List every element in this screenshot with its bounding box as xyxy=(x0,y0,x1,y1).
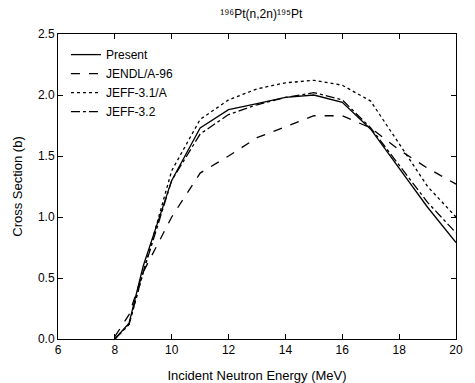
svg-text:0.5: 0.5 xyxy=(38,271,55,285)
svg-text:18: 18 xyxy=(392,343,406,357)
svg-text:Cross Section (b): Cross Section (b) xyxy=(10,136,25,236)
svg-text:Incident Neutron Energy (MeV): Incident Neutron Energy (MeV) xyxy=(167,368,346,383)
svg-text:0.0: 0.0 xyxy=(38,332,55,346)
svg-text:14: 14 xyxy=(279,343,293,357)
svg-text:20: 20 xyxy=(449,343,463,357)
svg-text:Present: Present xyxy=(106,48,148,62)
svg-text:8: 8 xyxy=(112,343,119,357)
svg-text:JENDL/A-96: JENDL/A-96 xyxy=(106,67,173,81)
svg-text:¹⁹⁶Pt(n,2n)¹⁹⁵Pt: ¹⁹⁶Pt(n,2n)¹⁹⁵Pt xyxy=(220,7,303,21)
svg-text:2.0: 2.0 xyxy=(38,88,55,102)
svg-text:1.0: 1.0 xyxy=(38,210,55,224)
svg-text:JEFF-3.1/A: JEFF-3.1/A xyxy=(106,86,167,100)
svg-text:2.5: 2.5 xyxy=(38,27,55,41)
svg-text:JEFF-3.2: JEFF-3.2 xyxy=(106,105,156,119)
svg-text:10: 10 xyxy=(165,343,179,357)
svg-text:16: 16 xyxy=(336,343,350,357)
svg-text:1.5: 1.5 xyxy=(38,149,55,163)
svg-text:6: 6 xyxy=(55,343,62,357)
svg-text:12: 12 xyxy=(222,343,236,357)
